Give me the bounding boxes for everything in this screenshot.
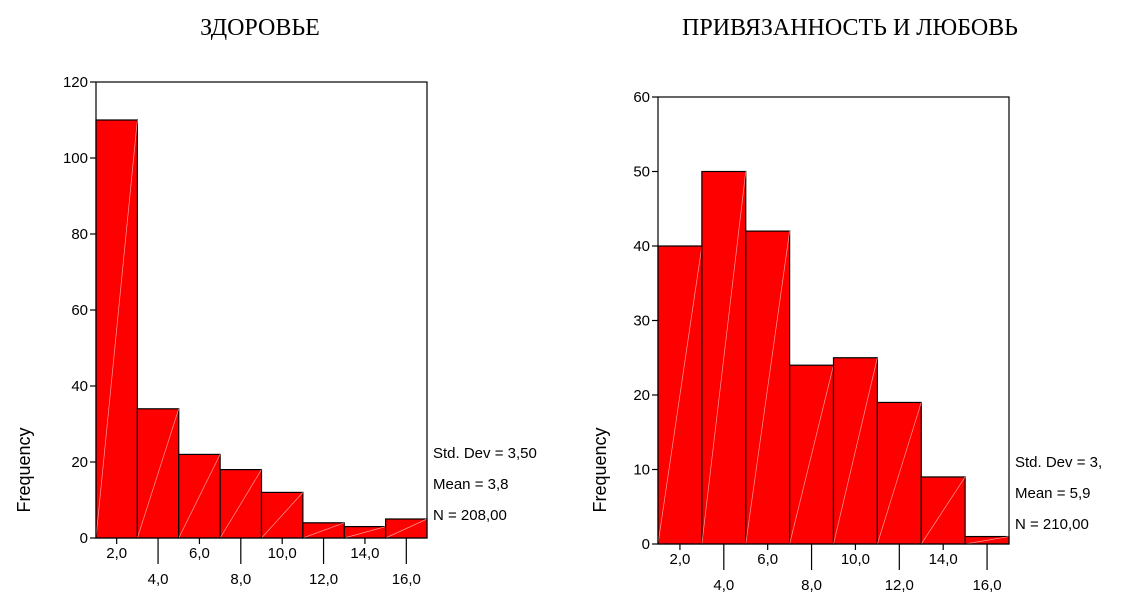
x-tick-label: 12,0 [309, 571, 338, 588]
stat-n: N = 210,00 [1015, 516, 1089, 533]
x-tick-label: 2,0 [106, 545, 127, 562]
bar-hatch-line [833, 357, 878, 545]
bar-hatch-line [920, 476, 966, 545]
y-tick-label: 0 [80, 530, 88, 547]
stats-box: Std. Dev = 3, Mean = 5,9 N = 210,00 [1015, 454, 1102, 533]
y-tick-label: 80 [71, 226, 88, 243]
bar-hatch-line [137, 408, 180, 539]
x-tick-label: 2,0 [670, 551, 691, 568]
y-tick-label: 120 [63, 74, 88, 91]
x-tick-label: 8,0 [801, 577, 822, 594]
bar-hatch-line [745, 231, 790, 545]
y-tick-label: 30 [633, 313, 650, 330]
x-tick-label: 10,0 [841, 551, 870, 568]
bar-hatch-line [95, 119, 138, 539]
bar-hatch-line [877, 402, 922, 545]
x-tick-label: 8,0 [230, 571, 251, 588]
chart-title: ЗДОРОВЬЕ [200, 15, 320, 41]
stat-std-dev: Std. Dev = 3, [1015, 454, 1102, 471]
y-tick-label: 50 [633, 164, 650, 181]
x-ticks-group: 2,0 6,0 10,0 14,0 4,0 8,0 12,0 16,0 [670, 544, 1002, 594]
bars-group [657, 170, 1010, 545]
x-tick-label: 16,0 [392, 571, 421, 588]
bar-hatch-line [789, 365, 834, 545]
y-tick-label: 40 [633, 238, 650, 255]
chart-title: ПРИВЯЗАННОСТЬ И ЛЮБОВЬ [682, 15, 1018, 41]
y-tick-label: 20 [633, 387, 650, 404]
x-tick-label: 14,0 [350, 545, 379, 562]
chart-attachment-love: ПРИВЯЗАННОСТЬ И ЛЮБОВЬ Frequency 0 10 20 30… [590, 15, 1102, 594]
x-tick-label: 16,0 [972, 577, 1001, 594]
y-tick-label: 40 [71, 378, 88, 395]
x-tick-label: 12,0 [885, 577, 914, 594]
y-tick-label: 100 [63, 150, 88, 167]
bar-hatch-line [385, 518, 428, 539]
y-axis-label: Frequency [590, 427, 610, 512]
y-tick-label: 20 [71, 454, 88, 471]
bar-hatch-line [261, 492, 304, 539]
stat-mean: Mean = 5,9 [1015, 485, 1090, 502]
bars-group [95, 119, 428, 539]
x-tick-label: 6,0 [757, 551, 778, 568]
x-ticks-group: 2,0 6,0 10,0 14,0 4,0 8,0 12,0 16,0 [106, 538, 421, 588]
y-ticks-group: 0 10 20 30 40 50 60 [633, 89, 658, 553]
y-tick-label: 0 [642, 536, 650, 553]
bar-hatch-line [302, 522, 345, 539]
bar-hatch-line [701, 171, 747, 545]
chart-health: ЗДОРОВЬЕ Frequency 0 20 40 60 80 100 120 2,0 6,… [14, 15, 537, 588]
x-tick-label: 10,0 [268, 545, 297, 562]
plot-frame [657, 96, 1010, 545]
y-tick-label: 60 [71, 302, 88, 319]
y-axis-label: Frequency [14, 427, 34, 512]
bar-hatch-line [344, 526, 386, 539]
x-tick-label: 6,0 [189, 545, 210, 562]
stat-n: N = 208,00 [433, 507, 507, 524]
y-ticks-group: 0 20 40 60 80 100 120 [63, 74, 96, 547]
y-tick-label: 10 [633, 462, 650, 479]
stats-box: Std. Dev = 3,50 Mean = 3,8 N = 208,00 [433, 445, 537, 524]
x-tick-label: 4,0 [148, 571, 169, 588]
bar-hatch-line [178, 454, 221, 539]
bar-hatch-line [965, 536, 1010, 545]
stat-std-dev: Std. Dev = 3,50 [433, 445, 537, 462]
plot-frame [95, 81, 428, 539]
stat-mean: Mean = 3,8 [433, 476, 508, 493]
bar-hatch-line [657, 245, 703, 545]
x-tick-label: 14,0 [929, 551, 958, 568]
bar-hatch-line [219, 469, 262, 539]
y-tick-label: 60 [633, 89, 650, 106]
x-tick-label: 4,0 [713, 577, 734, 594]
